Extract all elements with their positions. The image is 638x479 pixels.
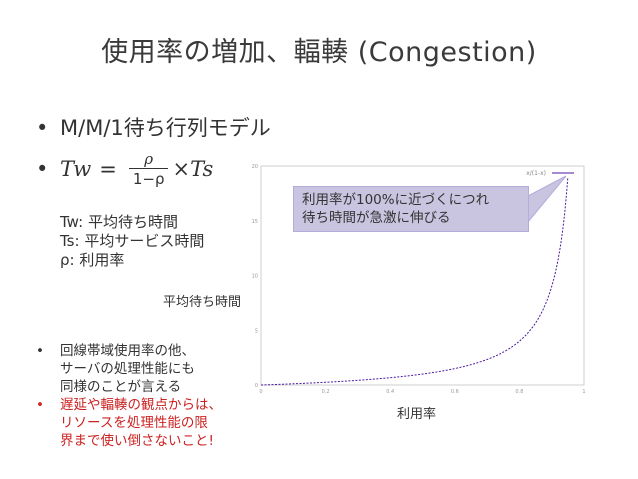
formula-rhs: ×Ts <box>172 157 214 181</box>
callout-pointer <box>527 175 567 224</box>
x-tick-label: 0 <box>259 389 262 395</box>
plot-frame <box>260 165 585 386</box>
formula: • Tw = ρ 1−ρ ×Ts <box>36 150 213 188</box>
x-tick-label: 0.8 <box>515 389 523 395</box>
definition-rho: ρ: 利用率 <box>60 251 125 269</box>
formula-fraction: ρ 1−ρ <box>128 150 169 188</box>
definition-tw: Tw: 平均待ち時間 <box>60 213 178 231</box>
callout-box: 利用率が100%に近づくにつれ 待ち時間が急激に伸びる <box>293 186 529 232</box>
y-tick-label: 20 <box>252 164 258 170</box>
notes: • 回線帯域使用率の他、 サーバの処理性能にも 同様のことが言える • 遅延や輻… <box>36 342 222 450</box>
note-line: 同様のことが言える <box>60 379 182 395</box>
formula-equals: = <box>99 157 117 181</box>
y-tick-label: 0 <box>255 383 258 389</box>
y-ticks: 0 5 10 15 20 <box>252 164 258 389</box>
formula-lhs: Tw <box>60 157 92 181</box>
bullet-model: • M/M/1待ち行列モデル <box>36 112 271 142</box>
x-tick-label: 0.2 <box>322 389 330 395</box>
x-tick-label: 0.4 <box>386 389 394 395</box>
x-tick-label: 0.6 <box>451 389 459 395</box>
note-line: リソースを処理性能の限 <box>60 415 208 431</box>
x-ticks: 0 0.2 0.4 0.6 0.8 1 <box>259 389 585 395</box>
y-tick-label: 10 <box>252 274 258 280</box>
note-line: 遅延や輻輳の観点からは、 <box>60 397 222 413</box>
note-item-2: • 遅延や輻輳の観点からは、 リソースを処理性能の限 界まで使い倒さないこと! <box>36 396 222 450</box>
definitions: Tw: 平均待ち時間 Ts: 平均サービス時間 ρ: 利用率 <box>60 213 204 270</box>
definition-ts: Ts: 平均サービス時間 <box>60 232 205 250</box>
y-tick-label: 15 <box>252 219 258 225</box>
note-line: サーバの処理性能にも <box>60 361 195 377</box>
bullet-glyph: • <box>36 343 44 359</box>
formula-denominator: 1−ρ <box>128 168 169 188</box>
note-line: 界まで使い倒さないこと! <box>60 433 214 449</box>
callout-line-1: 利用率が100%に近づくにつれ <box>302 192 490 208</box>
legend-label: x/(1-x) <box>526 170 546 177</box>
slide-title: 使用率の増加、輻輳 (Congestion) <box>101 37 537 68</box>
chart-xlabel: 利用率 <box>397 407 437 422</box>
bullet-glyph: • <box>36 397 44 413</box>
bullet-glyph: • <box>36 116 49 140</box>
chart-ylabel: 平均待ち時間 <box>163 295 242 310</box>
formula-numerator: ρ <box>144 150 154 168</box>
y-tick-label: 5 <box>255 328 258 334</box>
note-line: 回線帯域使用率の他、 <box>60 343 195 359</box>
note-item-1: • 回線帯域使用率の他、 サーバの処理性能にも 同様のことが言える <box>36 342 222 396</box>
callout-line-2: 待ち時間が急激に伸びる <box>302 210 451 226</box>
x-tick-label: 1 <box>582 389 585 395</box>
bullet-model-text: M/M/1待ち行列モデル <box>60 116 271 140</box>
bullet-glyph: • <box>36 157 49 181</box>
